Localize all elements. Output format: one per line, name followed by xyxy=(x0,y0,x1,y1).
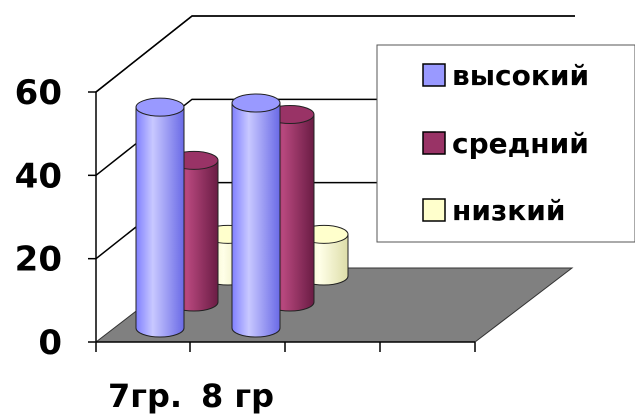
bar-top xyxy=(135,97,185,117)
category-label: 7гр. xyxy=(108,377,182,415)
y-tick-label: 60 xyxy=(15,73,62,113)
legend-swatch xyxy=(422,63,446,87)
category-label: 8 гр xyxy=(201,377,274,415)
legend-label: низкий xyxy=(452,194,565,227)
y-tick-label: 40 xyxy=(15,156,62,196)
y-tick-label: 0 xyxy=(38,323,62,363)
gridline xyxy=(95,15,575,93)
legend-swatch xyxy=(422,198,446,222)
bar-0-1 xyxy=(231,93,281,338)
legend-swatch xyxy=(422,131,446,155)
bar-top xyxy=(231,93,281,113)
legend-label: высокий xyxy=(452,59,589,92)
legend-box xyxy=(376,44,635,243)
bar-0-0 xyxy=(135,97,185,338)
y-tick-label: 20 xyxy=(15,240,62,280)
legend-label: средний xyxy=(452,127,589,160)
